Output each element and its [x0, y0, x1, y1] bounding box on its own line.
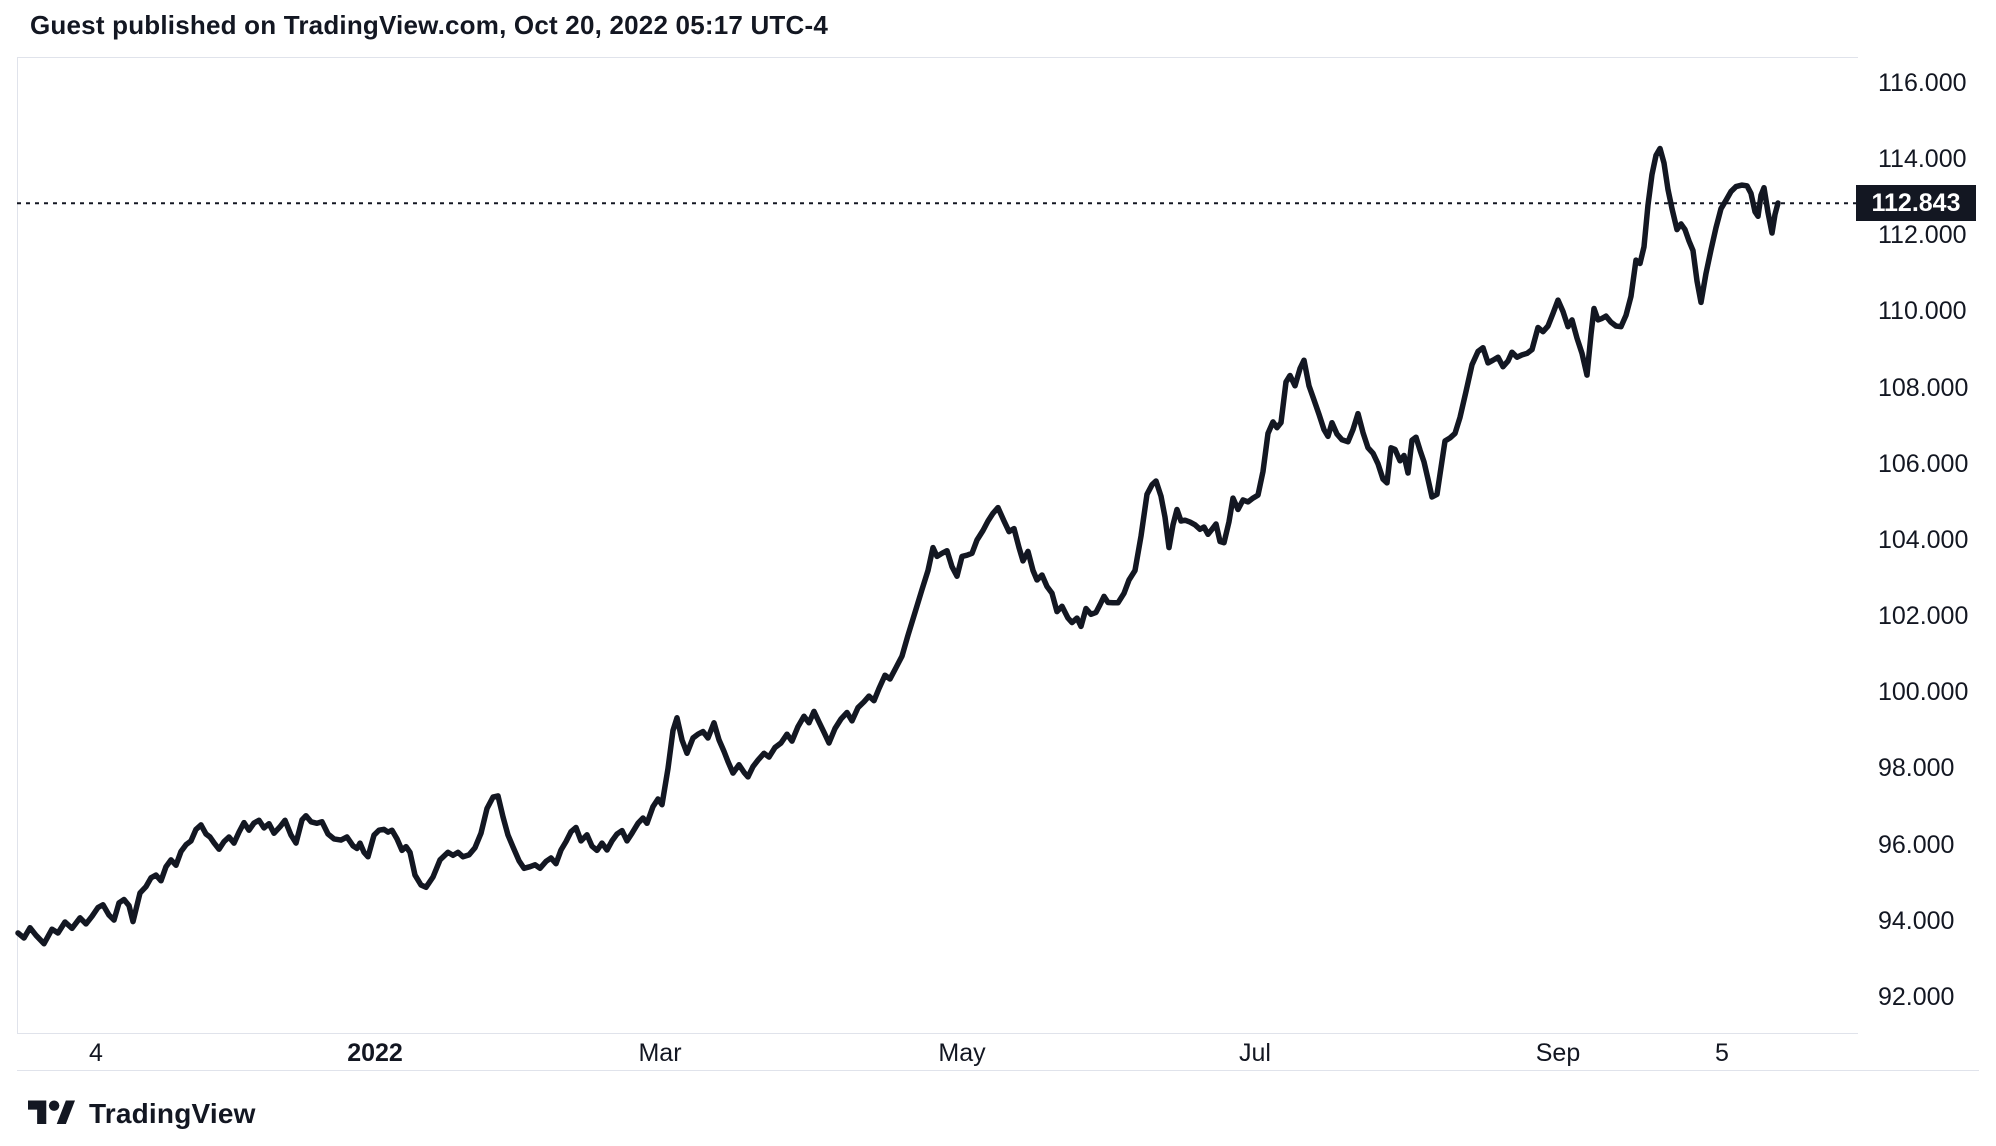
plot-bottom-border: [17, 1033, 1858, 1034]
price-axis-label: 108.000: [1878, 373, 1969, 402]
tradingview-branding-link[interactable]: TradingView: [28, 1095, 256, 1132]
time-axis-label: Sep: [1535, 1039, 1581, 1067]
price-axis-label: 114.000: [1878, 145, 1967, 174]
price-axis-label: 92.000: [1878, 982, 1955, 1011]
last-price-tag: 112.843: [1856, 185, 1976, 222]
price-axis-label: 116.000: [1878, 69, 1967, 97]
time-axis-label: 2022: [347, 1039, 403, 1067]
price-axis-label: 94.000: [1878, 906, 1955, 935]
time-axis-label: 4: [89, 1039, 103, 1067]
time-axis-label: Mar: [638, 1039, 682, 1067]
last-price-value: 112.843: [1871, 188, 1961, 217]
price-axis-label: 112.000: [1878, 221, 1967, 250]
tradingview-wordmark: TradingView: [89, 1097, 256, 1129]
price-axis-label: 106.000: [1878, 449, 1969, 478]
tradingview-logo-icon: [28, 1100, 75, 1124]
price-axis-label: 104.000: [1878, 525, 1969, 554]
publish-header: Guest published on TradingView.com, Oct …: [30, 10, 829, 40]
plot-left-border: [17, 57, 18, 1033]
axis-bottom-separator: [17, 1070, 1979, 1071]
price-axis-label: 110.000: [1878, 297, 1967, 326]
time-axis-label: Jul: [1239, 1039, 1271, 1067]
price-line-series: [15, 145, 1781, 947]
time-axis-label: 5: [1715, 1039, 1729, 1067]
plot-top-border: [17, 57, 1979, 58]
time-axis-label: May: [938, 1039, 986, 1067]
price-axis-label: 100.000: [1878, 678, 1969, 707]
price-axis-label: 102.000: [1878, 602, 1969, 631]
price-axis[interactable]: 116.000 114.000 112.000 110.000 108.000 106.0…: [1858, 57, 1996, 1070]
price-axis-label: 98.000: [1878, 754, 1955, 783]
price-axis-label: 96.000: [1878, 830, 1955, 859]
time-axis[interactable]: 4 2022 Mar May Jul Sep 5: [17, 1033, 1858, 1070]
